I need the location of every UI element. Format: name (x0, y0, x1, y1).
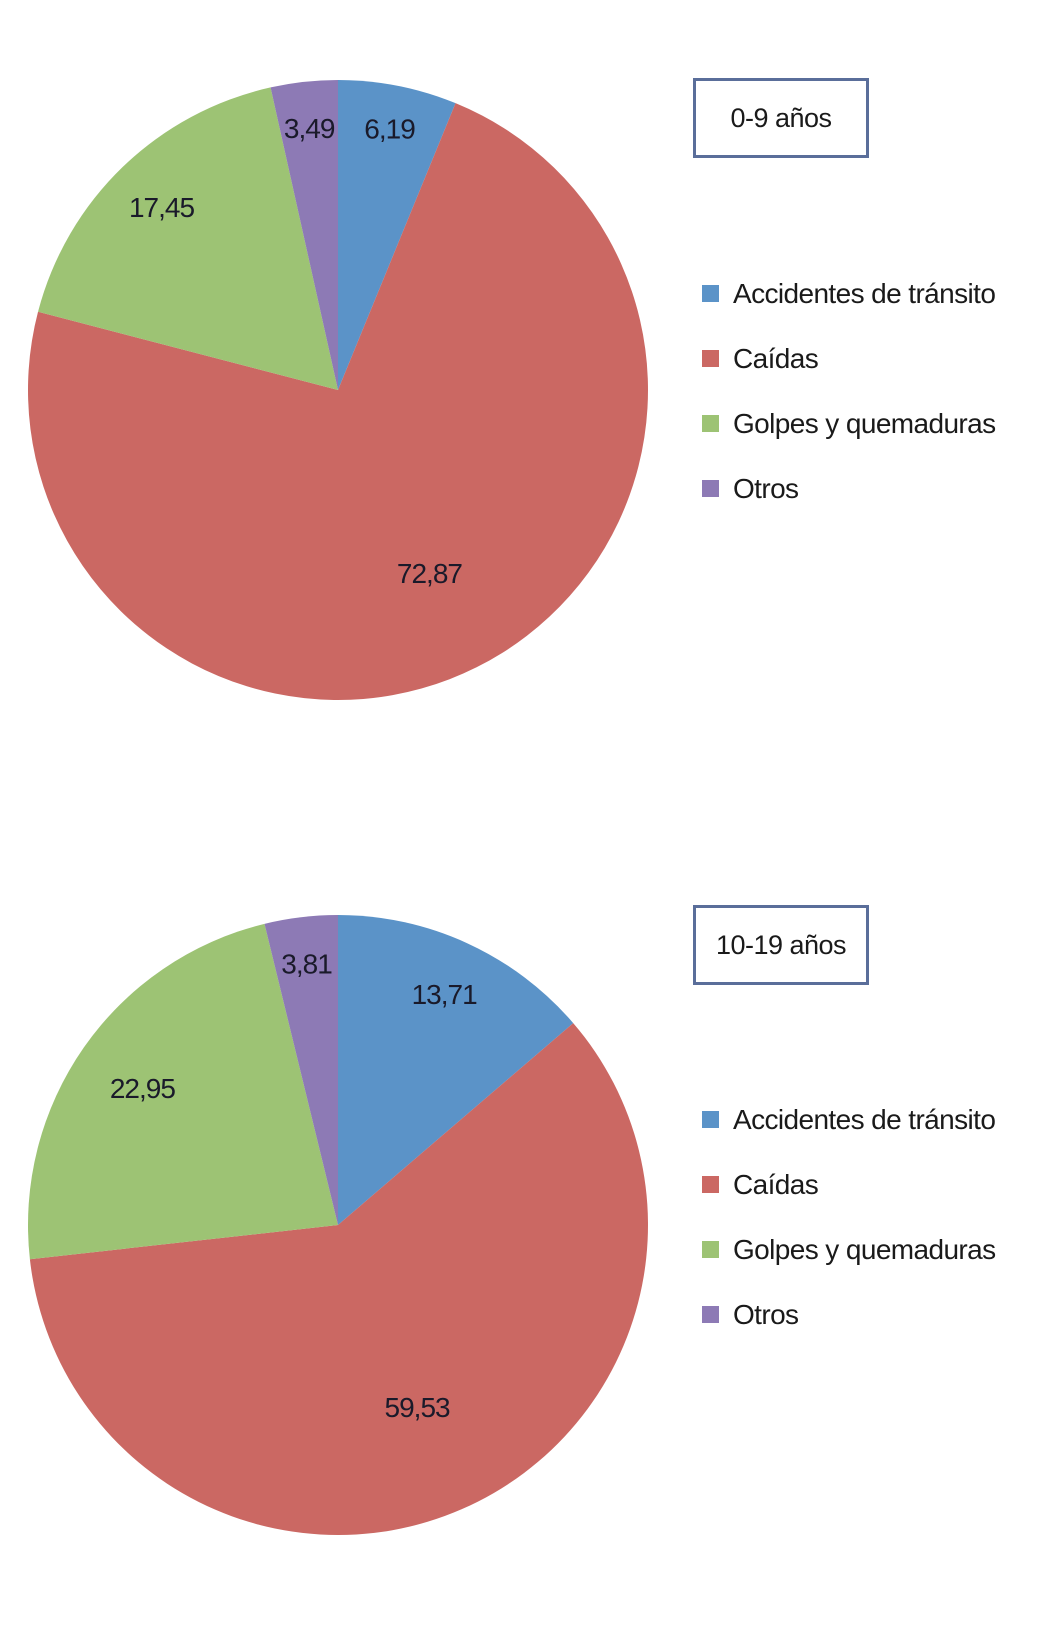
legend-label: Otros (733, 472, 799, 504)
data-label-accidentes: 6,19 (364, 113, 415, 144)
legend-item-otros: Otros (702, 1282, 996, 1347)
chart-title-box: 10-19 años (693, 905, 869, 985)
legend-label: Caídas (733, 342, 819, 374)
data-label-otros: 3,81 (281, 948, 332, 979)
data-label-accidentes: 13,71 (412, 979, 477, 1010)
legend-label: Otros (733, 1298, 799, 1330)
pie-slice-otros (270, 80, 338, 390)
pie-slice-otros (264, 915, 338, 1225)
pie-slice-accidentes (338, 915, 574, 1225)
legend-label: Accidentes de tránsito (733, 277, 996, 309)
legend-item-golpes: Golpes y quemaduras (702, 391, 996, 456)
legend-swatch (702, 1306, 719, 1323)
legend-label: Caídas (733, 1168, 819, 1200)
legend-swatch (702, 1241, 719, 1258)
legend-item-golpes: Golpes y quemaduras (702, 1217, 996, 1282)
pie-slice-caidas (27, 103, 649, 701)
data-label-caidas: 72,87 (397, 558, 462, 589)
pie-chart-10-19: 13,71 59,53 22,95 3,81 10-19 años Accidente… (0, 835, 1062, 1635)
legend-swatch (702, 415, 719, 432)
legend-item-caidas: Caídas (702, 326, 996, 391)
legend-item-caidas: Caídas (702, 1152, 996, 1217)
legend-item-accidentes: Accidentes de tránsito (702, 261, 996, 326)
chart-title: 10-19 años (715, 929, 847, 960)
legend: Accidentes de tránsito Caídas Golpes y q… (702, 1087, 996, 1347)
data-label-golpes: 22,95 (110, 1073, 175, 1104)
legend-swatch (702, 1176, 719, 1193)
data-label-caidas: 59,53 (385, 1392, 450, 1423)
legend-label: Golpes y quemaduras (733, 407, 996, 439)
legend-item-accidentes: Accidentes de tránsito (702, 1087, 996, 1152)
pie-slice-accidentes (338, 80, 456, 390)
legend-label: Accidentes de tránsito (733, 1103, 996, 1135)
legend-item-otros: Otros (702, 456, 996, 521)
legend-swatch (702, 1111, 719, 1128)
pie-chart-0-9: 6,19 72,87 17,45 3,49 0-9 años Accidentes d… (0, 0, 1062, 800)
legend-swatch (702, 350, 719, 367)
legend-swatch (702, 480, 719, 497)
data-label-golpes: 17,45 (129, 192, 194, 223)
pie-svg: 6,19 72,87 17,45 3,49 (27, 80, 649, 701)
legend-label: Golpes y quemaduras (733, 1233, 996, 1265)
pie-svg: 13,71 59,53 22,95 3,81 (27, 915, 648, 1535)
chart-title: 0-9 años (730, 102, 832, 133)
chart-title-box: 0-9 años (693, 78, 869, 158)
data-label-otros: 3,49 (284, 113, 335, 144)
legend-swatch (702, 285, 719, 302)
pie-slice-caidas (29, 1023, 648, 1535)
pie-slice-golpes (27, 923, 338, 1260)
pie-slice-golpes (38, 87, 339, 390)
legend: Accidentes de tránsito Caídas Golpes y q… (702, 261, 996, 521)
